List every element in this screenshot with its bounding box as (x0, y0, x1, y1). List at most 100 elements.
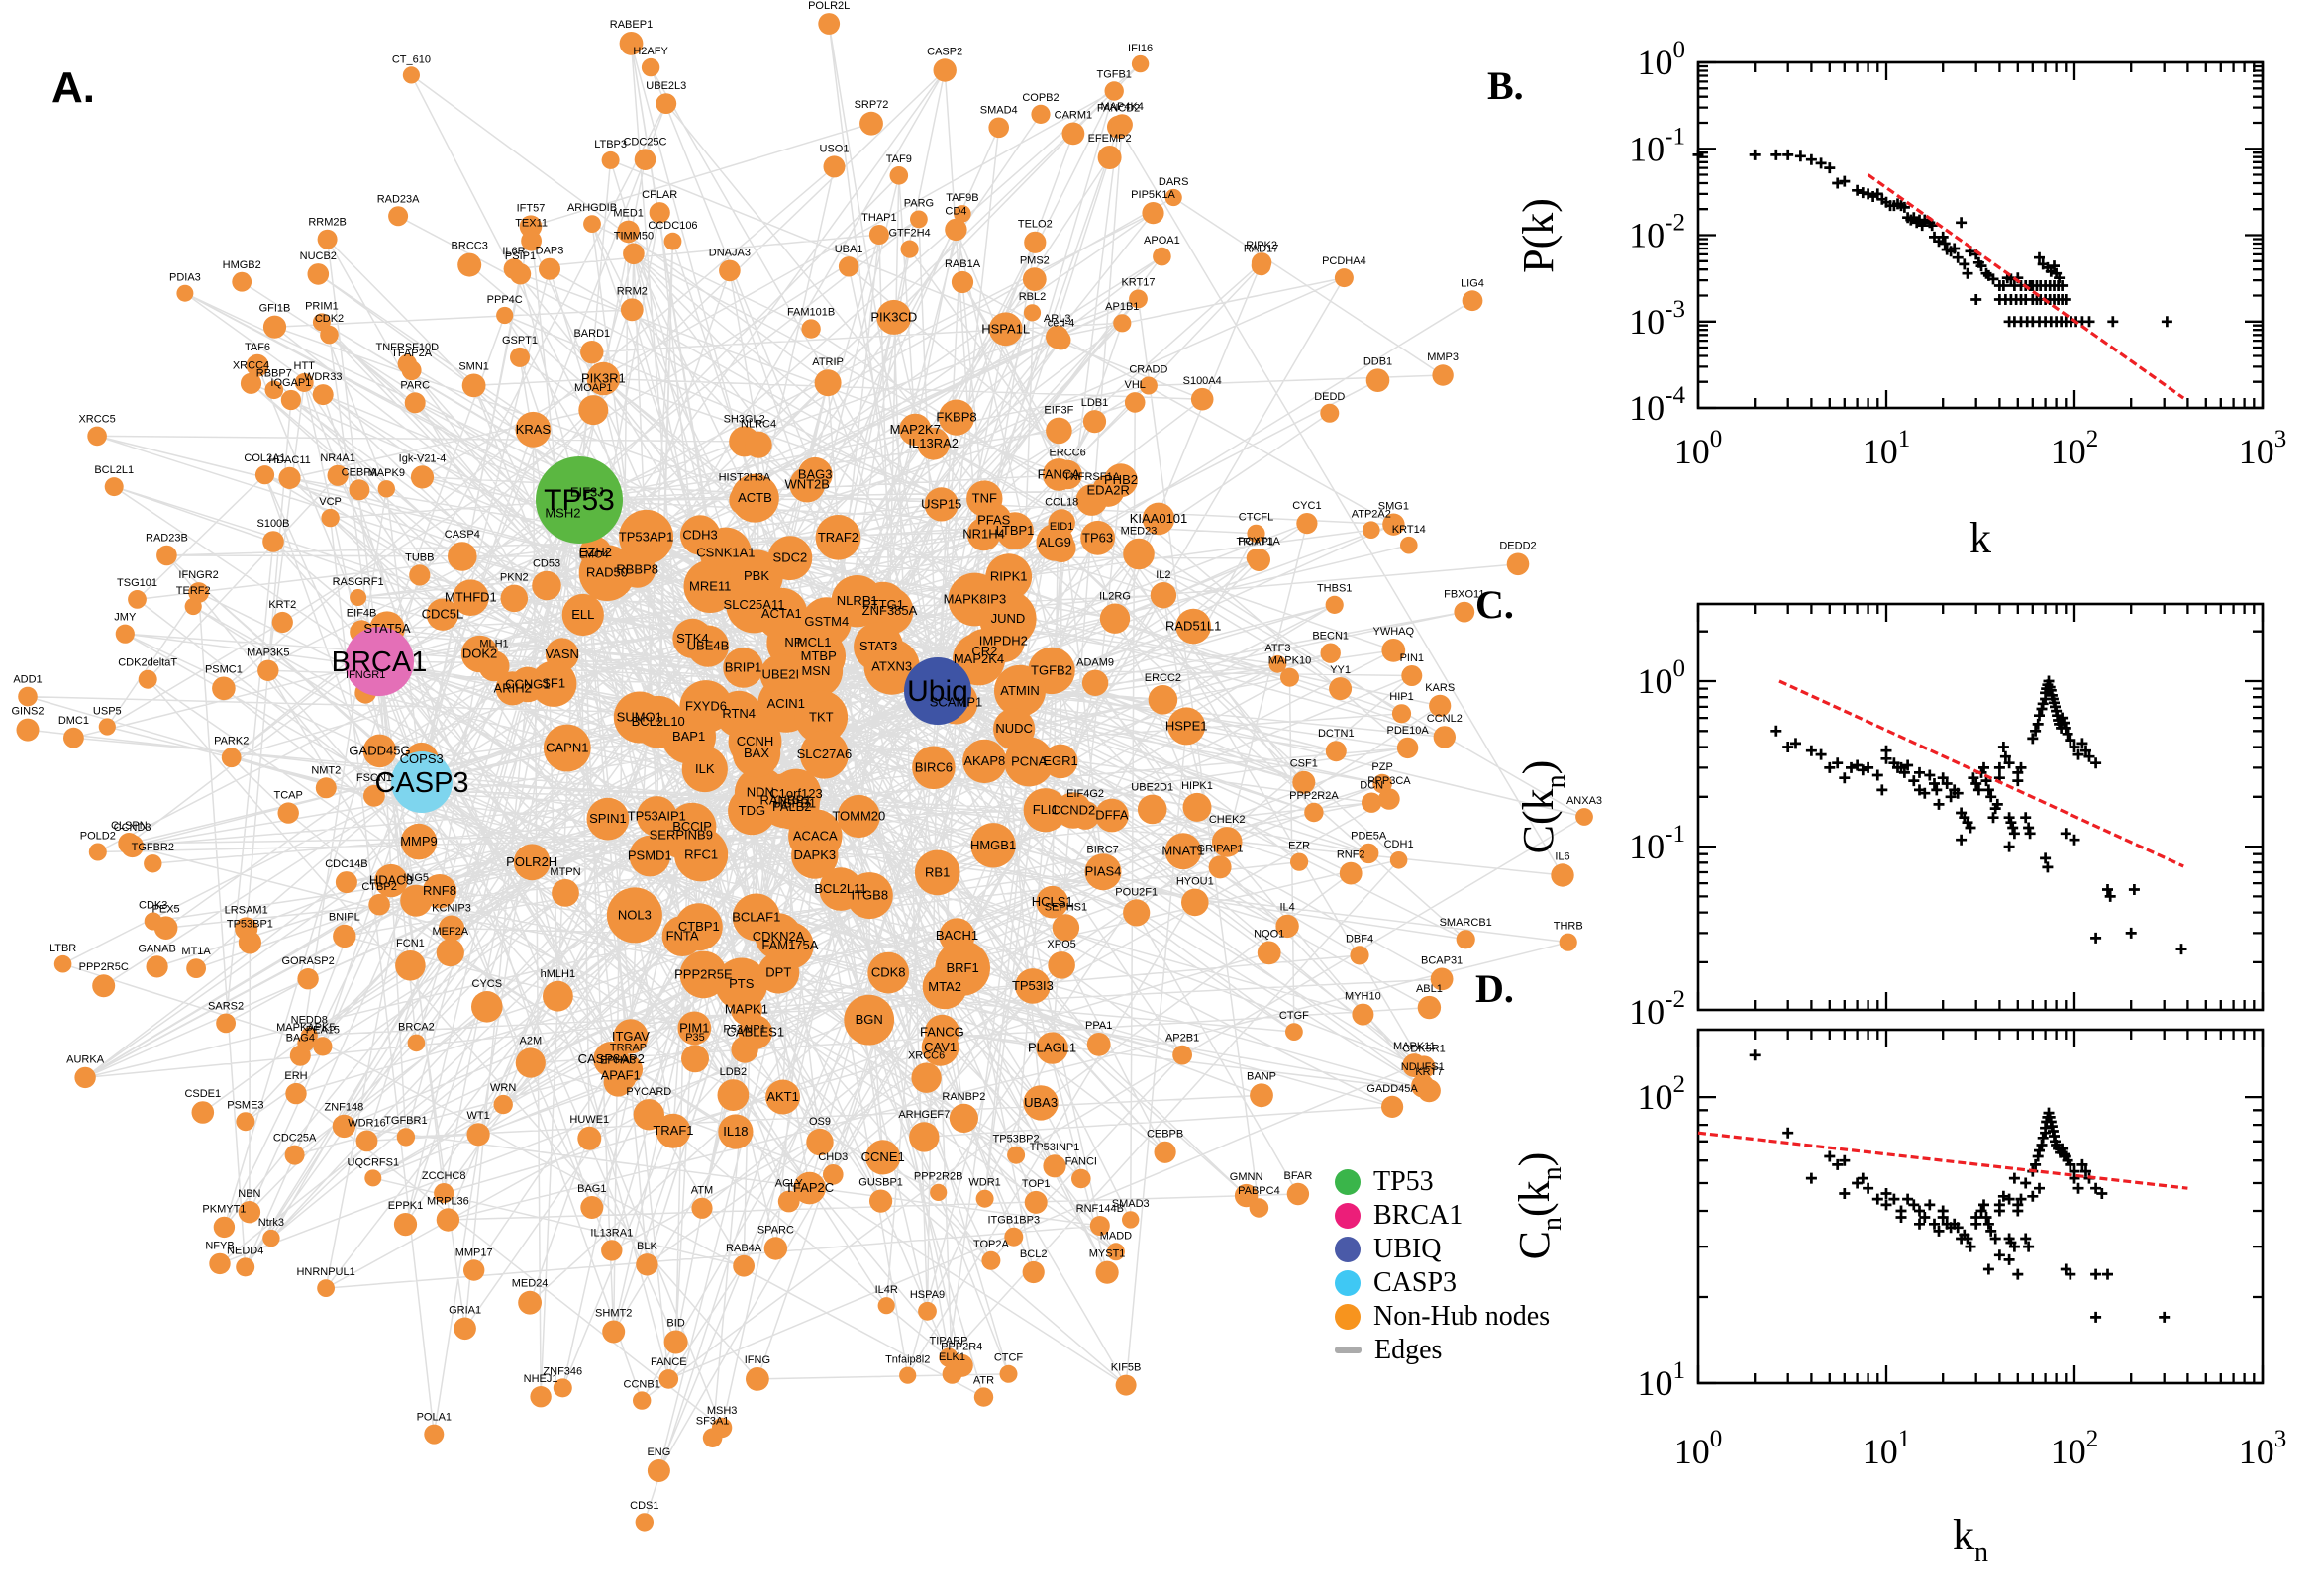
network-node-label: CDK2 (315, 313, 344, 325)
network-node-label: ITGB1BP3 (988, 1215, 1041, 1227)
network-node (436, 939, 464, 967)
network-node-label: DAP3 (536, 246, 564, 257)
network-node (962, 739, 1007, 784)
network-node (954, 205, 971, 223)
network-node-label: TEX11 (515, 218, 548, 230)
network-node (578, 395, 609, 426)
network-node-label: HIPK1 (1181, 780, 1213, 792)
network-node (1015, 968, 1051, 1004)
network-node (531, 660, 577, 707)
network-node-label: CARM1 (1055, 110, 1093, 122)
network-node-label: UBE4B (687, 639, 730, 653)
network-node (453, 579, 489, 616)
network-node-label: DDB1 (1364, 355, 1392, 367)
network-node (393, 1213, 418, 1237)
network-node-label: UBE2I (762, 667, 800, 682)
network-node-label: RANBP2 (942, 1091, 985, 1103)
network-node-label: ADAM9 (1076, 657, 1114, 669)
network-node (121, 835, 145, 858)
network-node-label: ARL3 (1044, 313, 1071, 325)
network-node-label: MTPN (550, 866, 580, 878)
network-node (686, 625, 730, 667)
network-node (945, 218, 967, 242)
network-node-label: ZNF385A (862, 603, 918, 618)
network-node (981, 1250, 1001, 1270)
network-node-label: CCNL2 (1427, 713, 1463, 725)
hub-node-tp53 (536, 456, 623, 544)
network-node (1296, 513, 1318, 535)
network-node-label: PPP2R5C (79, 961, 129, 973)
network-node-label: USO1 (820, 143, 850, 154)
network-node (1268, 654, 1287, 673)
network-node-label: FKBP8 (936, 410, 976, 425)
network-node (777, 1190, 800, 1213)
network-node (1154, 1141, 1176, 1163)
network-node (1275, 914, 1299, 939)
network-node-label: IL13RA1 (590, 1227, 633, 1239)
network-node-label: OS9 (809, 1116, 831, 1128)
network-node-label: BRCC3 (452, 241, 488, 252)
y-tick-label-D: 102 (1638, 1071, 1686, 1117)
network-node-label: SMAD3 (1112, 1198, 1150, 1210)
x-tick-label-D: 101 (1863, 1426, 1911, 1471)
network-node-label: RFC1 (684, 847, 718, 861)
network-node (763, 1237, 788, 1260)
network-node (448, 542, 477, 571)
network-node (1462, 290, 1483, 312)
network-node (691, 1197, 713, 1219)
network-node-label: MTHFD1 (445, 590, 497, 605)
network-node-label: BID (666, 1318, 684, 1330)
y-tick-label-C: 10-1 (1629, 821, 1685, 866)
network-node (914, 849, 960, 896)
network-node-label: PDIA3 (169, 272, 201, 284)
network-node-label: FXYD6 (685, 699, 727, 714)
network-node (176, 284, 194, 302)
network-node (583, 215, 601, 234)
y-tick-label-B: 10-3 (1629, 296, 1685, 342)
network-node (801, 319, 821, 339)
network-node (1251, 255, 1271, 276)
network-node (1089, 1216, 1110, 1236)
network-node (422, 874, 457, 909)
network-node (993, 708, 1036, 750)
network-node-label: A2M (519, 1036, 542, 1047)
network-node-label: CTCF (994, 1352, 1024, 1364)
network-node (1042, 458, 1075, 491)
network-node-label: DARS (1159, 176, 1189, 188)
network-node (663, 232, 682, 250)
network-node (1389, 851, 1408, 869)
network-node-label: PARG (904, 198, 934, 210)
network-node-label: NDUFS1 (1401, 1061, 1445, 1073)
network-node (731, 473, 779, 523)
network-node (1023, 304, 1042, 322)
network-node-label: IFI16 (1128, 43, 1153, 54)
network-node (238, 1201, 261, 1224)
network-node (539, 257, 560, 280)
network-node-label: SRP72 (855, 99, 889, 111)
network-node-label: CRADD (1129, 363, 1167, 375)
network-node (1359, 843, 1379, 864)
network-node-label: PCDHA4 (1322, 255, 1366, 267)
y-tick-label-B: 10-4 (1629, 382, 1685, 428)
network-node (532, 570, 561, 601)
network-node (321, 508, 340, 528)
network-node (493, 1094, 513, 1115)
network-node (1334, 268, 1354, 288)
network-node-label: KIAA0101 (1130, 511, 1188, 526)
network-node-label: MRE11 (689, 578, 731, 593)
network-node (1007, 1146, 1026, 1164)
network-node-label: UBE2D1 (1131, 782, 1173, 794)
network-node-label: SUMO1 (617, 710, 662, 725)
network-node (284, 1145, 305, 1165)
network-node-label: CASP8AP2 (578, 1051, 645, 1066)
network-node-label: ING5 (403, 872, 429, 884)
network-node-label: POU2F1 (1115, 886, 1158, 898)
x-axis-title-D-text: kn (1953, 1511, 1988, 1568)
network-node (1417, 1079, 1441, 1103)
network-node-label: STAT3 (859, 639, 898, 653)
network-node-label: PPP2R4 (941, 1342, 982, 1353)
network-node-label: GANAB (138, 943, 176, 954)
network-node-label: CCDC106 (648, 220, 697, 232)
